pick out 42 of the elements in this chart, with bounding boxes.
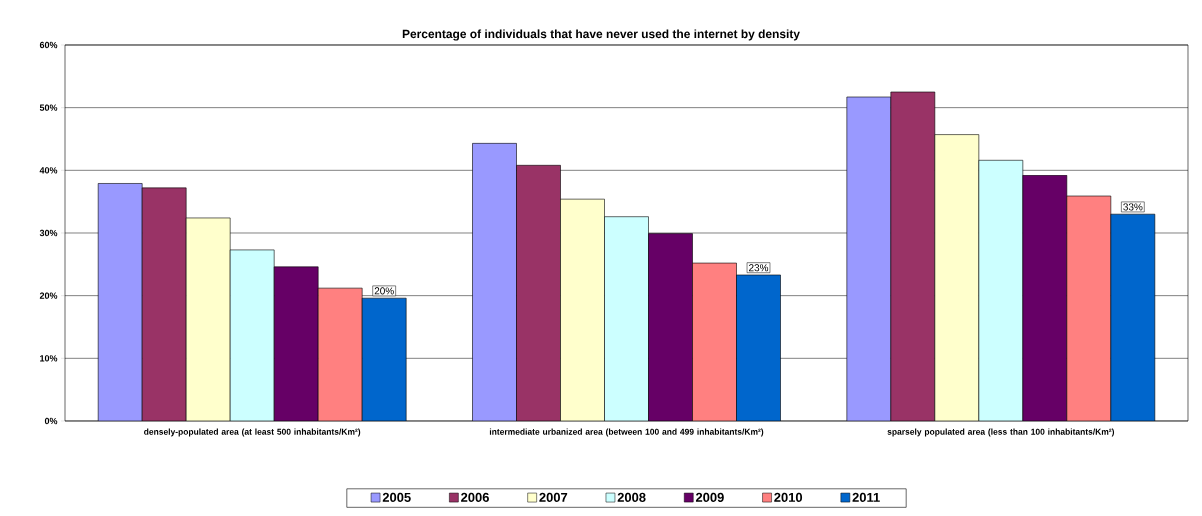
bar — [361, 297, 407, 421]
bar — [229, 249, 275, 421]
bar — [1066, 195, 1112, 421]
bar — [141, 187, 187, 421]
bar — [560, 198, 605, 421]
data-label: 23% — [749, 264, 769, 272]
y-tick-label: 50% — [39, 104, 58, 111]
bar — [516, 165, 561, 421]
x-tick-label: sparsely populated area (less than 100 inhabitants/Km²) — [887, 428, 1115, 437]
bar — [692, 262, 737, 421]
legend-label: 2009 — [695, 492, 724, 502]
data-label: 33% — [1123, 203, 1143, 211]
legend-label: 2006 — [461, 492, 489, 502]
legend-label: 2011 — [852, 492, 880, 502]
bar — [846, 96, 892, 421]
y-tick-label: 30% — [39, 229, 58, 237]
bar — [1110, 213, 1156, 421]
bar — [978, 159, 1024, 421]
y-tick-label: 10% — [40, 355, 58, 362]
bar — [934, 134, 980, 421]
bar — [185, 217, 231, 421]
bar — [273, 266, 319, 421]
bar — [648, 233, 693, 421]
y-tick-label: 60% — [39, 41, 58, 49]
bar — [604, 216, 649, 421]
legend-label: 2005 — [382, 492, 411, 502]
chart-title: Percentage of individuals that have never used the internet by density — [402, 29, 800, 41]
legend-label: 2010 — [774, 492, 803, 502]
legend-label: 2007 — [539, 492, 568, 502]
bar — [890, 91, 936, 421]
bar — [97, 183, 143, 421]
bar — [317, 287, 363, 421]
legend-label: 2008 — [617, 492, 646, 502]
bar — [472, 143, 517, 421]
x-tick-label: densely-populated area (at least 500 inhabitants/Km²) — [144, 428, 361, 437]
bar — [1022, 175, 1068, 421]
data-label: 20% — [374, 287, 394, 295]
y-tick-label: 20% — [39, 292, 58, 299]
bar — [736, 274, 781, 421]
y-tick-label: 0% — [44, 417, 58, 425]
x-tick-label: intermediate urbanized area (between 100 and 499 inhabitants/Km²) — [489, 428, 764, 437]
y-tick-label: 40% — [39, 167, 58, 174]
